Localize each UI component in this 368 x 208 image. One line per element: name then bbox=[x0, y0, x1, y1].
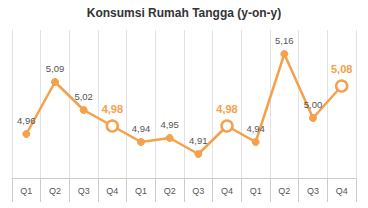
svg-text:Q3: Q3 bbox=[78, 186, 90, 196]
svg-text:4,94: 4,94 bbox=[132, 123, 151, 134]
svg-text:Q2: Q2 bbox=[49, 186, 61, 196]
svg-text:Q1: Q1 bbox=[135, 186, 147, 196]
svg-text:4,98: 4,98 bbox=[216, 103, 237, 115]
svg-text:5,02: 5,02 bbox=[74, 91, 93, 102]
svg-text:5,00: 5,00 bbox=[304, 99, 323, 110]
svg-text:Q2: Q2 bbox=[278, 186, 290, 196]
svg-text:4,91: 4,91 bbox=[189, 135, 208, 146]
svg-text:5,08: 5,08 bbox=[331, 63, 352, 75]
svg-text:Q4: Q4 bbox=[106, 186, 118, 196]
svg-text:4,98: 4,98 bbox=[102, 103, 123, 115]
svg-text:Q1: Q1 bbox=[20, 186, 32, 196]
svg-text:Q1: Q1 bbox=[250, 186, 262, 196]
svg-text:Q3: Q3 bbox=[192, 186, 204, 196]
svg-text:Konsumsi Rumah Tangga (y-on-y): Konsumsi Rumah Tangga (y-on-y) bbox=[87, 6, 281, 20]
svg-text:Q2: Q2 bbox=[164, 186, 176, 196]
svg-text:4,95: 4,95 bbox=[160, 119, 179, 130]
svg-text:5,09: 5,09 bbox=[46, 63, 65, 74]
svg-text:5,16: 5,16 bbox=[275, 35, 294, 46]
svg-text:4,96: 4,96 bbox=[17, 115, 35, 126]
svg-text:Q4: Q4 bbox=[221, 186, 233, 196]
svg-text:Q3: Q3 bbox=[307, 186, 319, 196]
svg-text:Q4: Q4 bbox=[336, 186, 348, 196]
svg-text:4,94: 4,94 bbox=[246, 123, 264, 134]
